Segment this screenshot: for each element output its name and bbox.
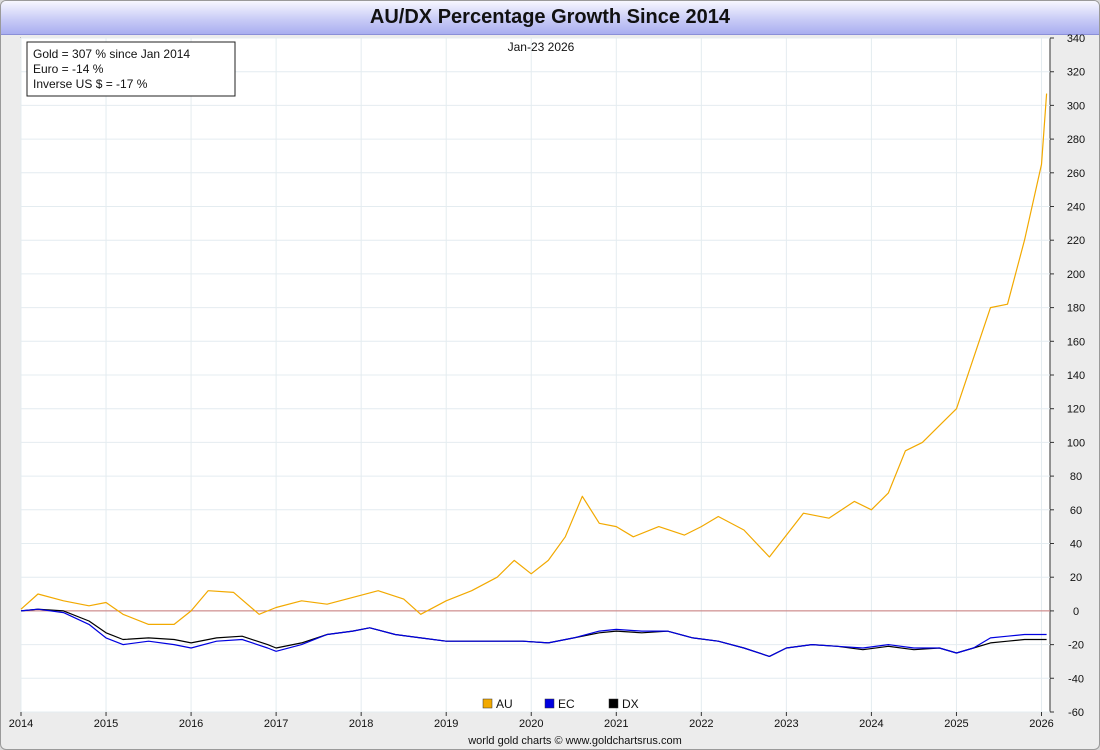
x-tick-label: 2020 [519,718,543,730]
x-tick-label: 2015 [94,718,118,730]
legend-label-dx: DX [622,697,639,711]
y-tick-label: 100 [1067,437,1085,449]
x-tick-label: 2021 [604,718,628,730]
info-box-frame [26,41,236,97]
y-tick-label: 200 [1067,269,1085,281]
series-layer [20,93,1048,658]
y-axis: 3403203002802602402202001801601401201008… [1050,33,1085,719]
x-tick-label: 2023 [774,718,798,730]
series-line-ec [20,608,1047,658]
x-axis: 2014 2015 2016 2017 2018 2019 2020 2021 2022 2023… [9,712,1054,730]
info-dollar: Inverse US $ = -17 % [33,77,148,91]
legend-label-ec: EC [558,697,575,711]
date-label: Jan-23 2026 [508,40,575,54]
y-tick-label: 0 [1073,606,1079,618]
x-tick-label: 2022 [689,718,713,730]
y-tick-label: 240 [1067,202,1085,214]
y-tick-label: -60 [1068,707,1084,719]
legend-label-au: AU [496,697,513,711]
y-tick-label: 280 [1067,134,1085,146]
y-tick-label: 120 [1067,404,1085,416]
x-tick-label: 2018 [349,718,373,730]
x-tick-label: 2017 [264,718,288,730]
legend: AU EC DX [482,697,639,711]
y-tick-label: 260 [1067,168,1085,180]
x-tick-label: 2025 [944,718,968,730]
x-tick-label: 2016 [179,718,203,730]
legend-swatch-au [482,698,493,709]
info-euro: Euro = -14 % [33,62,104,76]
y-tick-label: 340 [1067,33,1085,45]
grid-lines [20,37,1050,713]
info-gold: Gold = 307 % since Jan 2014 [33,47,190,61]
y-tick-label: 140 [1067,370,1085,382]
y-tick-label: 220 [1067,235,1085,247]
y-tick-label: 20 [1070,572,1082,584]
legend-swatch-dx [608,698,619,709]
y-tick-label: 180 [1067,303,1085,315]
series-line-au [20,93,1048,626]
title-bar [1,1,1099,35]
y-tick-label: 60 [1070,505,1082,517]
credit-text: world gold charts © www.goldchartsrus.co… [467,735,682,747]
x-tick-label: 2026 [1029,718,1053,730]
y-tick-label: -40 [1068,673,1084,685]
y-tick-label: 160 [1067,336,1085,348]
x-tick-label: 2024 [859,718,883,730]
x-tick-label: 2014 [9,718,33,730]
legend-swatch-ec [544,698,555,709]
y-tick-label: 320 [1067,67,1085,79]
x-tick-label: 2019 [434,718,458,730]
y-tick-label: 300 [1067,100,1085,112]
y-tick-label: -20 [1068,640,1084,652]
chart-title: AU/DX Percentage Growth Since 2014 [369,6,731,28]
info-box: Gold = 307 % since Jan 2014 Euro = -14 %… [26,41,236,97]
y-tick-label: 40 [1070,539,1082,551]
y-tick-label: 80 [1070,471,1082,483]
